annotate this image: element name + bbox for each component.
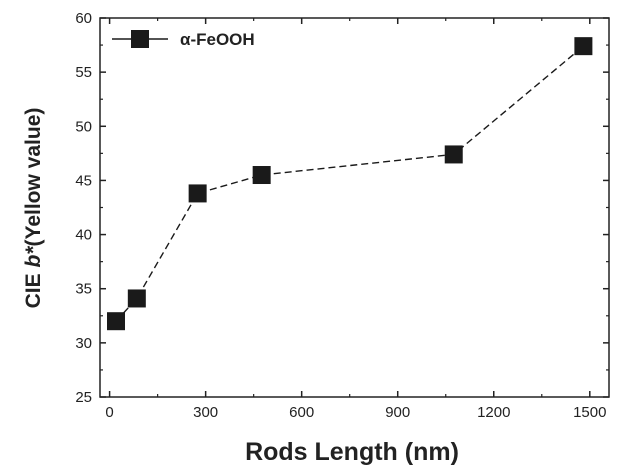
x-tick-label: 1500 bbox=[573, 404, 606, 421]
legend-marker bbox=[131, 30, 149, 48]
series-line bbox=[115, 45, 584, 322]
plot-frame bbox=[99, 17, 610, 398]
data-point bbox=[188, 184, 207, 203]
y-tick-label: 60 bbox=[75, 10, 92, 27]
data-point bbox=[107, 312, 126, 331]
x-tick-label: 1200 bbox=[477, 404, 510, 421]
y-axis-title-prefix: CIE bbox=[22, 268, 45, 309]
x-tick-label: 300 bbox=[193, 404, 218, 421]
y-tick-label: 50 bbox=[75, 118, 92, 135]
x-tick-label: 600 bbox=[289, 404, 314, 421]
y-tick-label: 25 bbox=[75, 389, 92, 406]
data-point bbox=[444, 145, 463, 164]
plot-border bbox=[99, 17, 610, 398]
y-tick-label: 40 bbox=[75, 227, 92, 244]
y-axis-title-suffix: (Yellow value) bbox=[22, 108, 45, 247]
x-tick-labels: 0 300 600 900 1200 1500 bbox=[105, 404, 606, 421]
y-axis-title-variable: b* bbox=[22, 246, 45, 268]
y-tick-label: 35 bbox=[75, 281, 92, 298]
y-tick-label: 45 bbox=[75, 172, 92, 189]
y-tick-label: 30 bbox=[75, 335, 92, 352]
y-tick-labels: 25 30 35 40 45 50 55 60 bbox=[75, 10, 92, 406]
x-tick-label: 0 bbox=[105, 404, 113, 421]
legend: α-FeOOH bbox=[112, 30, 255, 49]
data-point bbox=[574, 37, 593, 56]
axis-ticks bbox=[100, 17, 609, 398]
x-tick-label: 900 bbox=[385, 404, 410, 421]
series-layer bbox=[107, 37, 593, 331]
x-axis-title: Rods Length (nm) bbox=[245, 438, 459, 466]
y-tick-label: 55 bbox=[75, 64, 92, 81]
data-point bbox=[252, 166, 271, 185]
y-axis-title: CIE b*(Yellow value) bbox=[22, 108, 45, 309]
legend-label: α-FeOOH bbox=[180, 30, 255, 49]
data-point bbox=[127, 289, 146, 308]
